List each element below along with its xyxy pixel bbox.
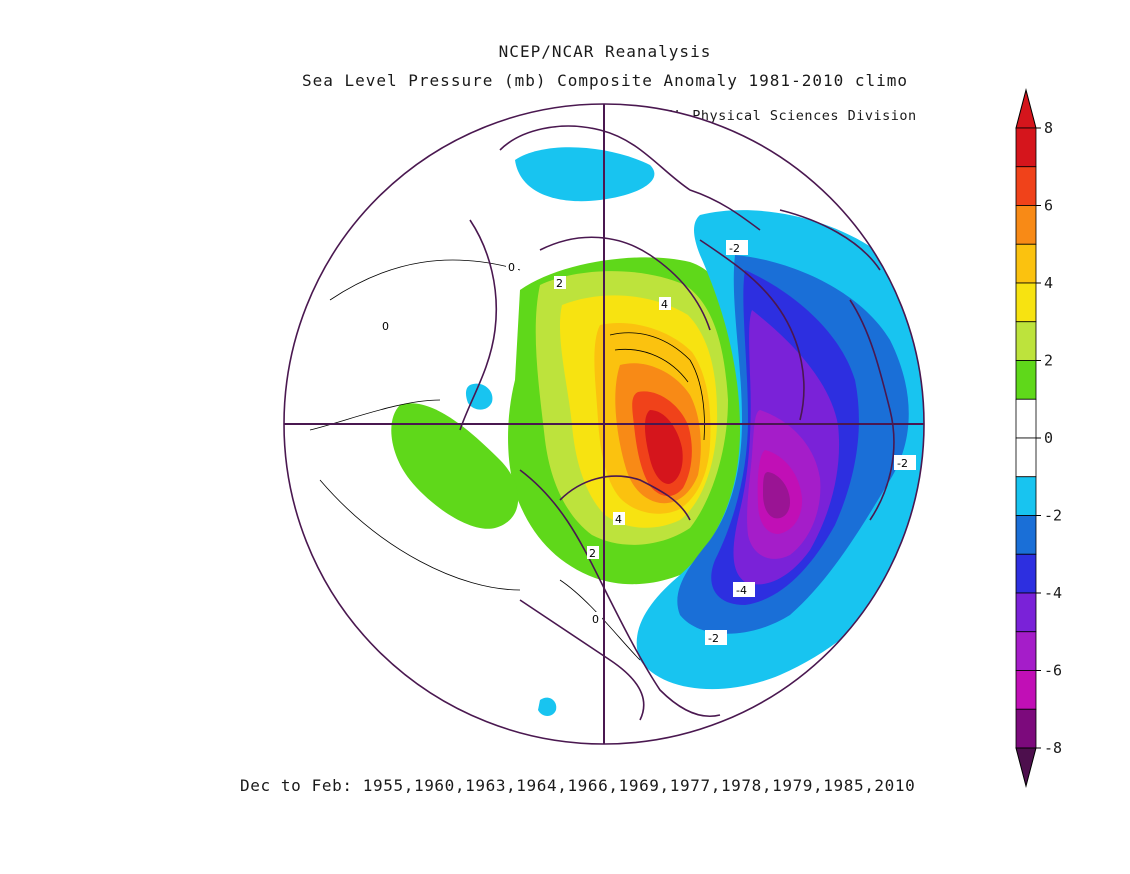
contour-label: -2 [897, 457, 908, 470]
colorbar-bin [1015, 592, 1037, 633]
colorbar-bin [1015, 515, 1037, 555]
colorbar-bin [1015, 476, 1037, 516]
composite-years: Dec to Feb: 1955,1960,1963,1964,1966,196… [240, 776, 916, 795]
map-subtitle: Sea Level Pressure (mb) Composite Anomal… [301, 71, 909, 90]
colorbar-arrow-bottom [1015, 747, 1037, 788]
colorbar-tick-label: 8 [1044, 119, 1053, 137]
contour-label: 0 [592, 613, 599, 626]
colorbar-tick-label: -4 [1044, 584, 1062, 602]
colorbar-tick-label: 6 [1044, 197, 1053, 215]
contour-label: 0 [382, 320, 389, 333]
contour-label: 4 [615, 513, 622, 526]
contour-label: 2 [589, 547, 596, 560]
colorbar-bin [1015, 282, 1037, 323]
contour-label: -2 [729, 242, 740, 255]
anomaly-fill-neg-1-top [515, 147, 655, 202]
contour-lines [309, 259, 705, 661]
colorbar-bin [1015, 166, 1037, 206]
colorbar-bin [1015, 205, 1037, 245]
map-title: NCEP/NCAR Reanalysis [498, 42, 712, 61]
colorbar-bin [1015, 243, 1037, 284]
colorbar-bin [1015, 398, 1037, 439]
colorbar-arrow-top [1015, 88, 1037, 129]
polar-map [284, 104, 924, 744]
colorbar-tick-label: -8 [1044, 739, 1062, 757]
coastlines [459, 125, 895, 721]
anomaly-fill-neg-7 [763, 472, 790, 519]
colorbar-tick-label: -2 [1044, 507, 1062, 525]
anomaly-fill-neg-pacific [465, 383, 493, 410]
anomaly-fill-pos-7 [644, 410, 683, 484]
colorbar-bin [1015, 631, 1037, 671]
anomaly-fill-neg-south [538, 697, 557, 716]
anomaly-fill-pos-1-west [391, 403, 519, 529]
colorbar-bin [1015, 127, 1037, 168]
contour-labels: 2 4 4 2 0 0 0 -2 -2 -4 -2 [380, 240, 916, 645]
colorbar-tick-label: -6 [1044, 662, 1062, 680]
map-boundary [283, 103, 925, 745]
colorbar-bin [1015, 437, 1037, 478]
colorbar-tick-label: 2 [1044, 352, 1053, 370]
contour-label: -2 [708, 632, 719, 645]
contour-label: 2 [556, 277, 563, 290]
contour-label: 0 [508, 261, 515, 274]
colorbar-tick-label: 0 [1044, 429, 1053, 447]
colorbar-bin [1015, 553, 1037, 594]
contour-label: 4 [661, 298, 668, 311]
colorbar-bin [1015, 321, 1037, 361]
colorbar-bin [1015, 360, 1037, 400]
colorbar-bin [1015, 708, 1037, 749]
contour-label: -4 [736, 584, 747, 597]
colorbar-bin [1015, 670, 1037, 710]
colorbar: 8 6 4 2 0 -2 -4 -6 -8 [1015, 88, 1062, 788]
colorbar-tick-label: 4 [1044, 274, 1053, 292]
